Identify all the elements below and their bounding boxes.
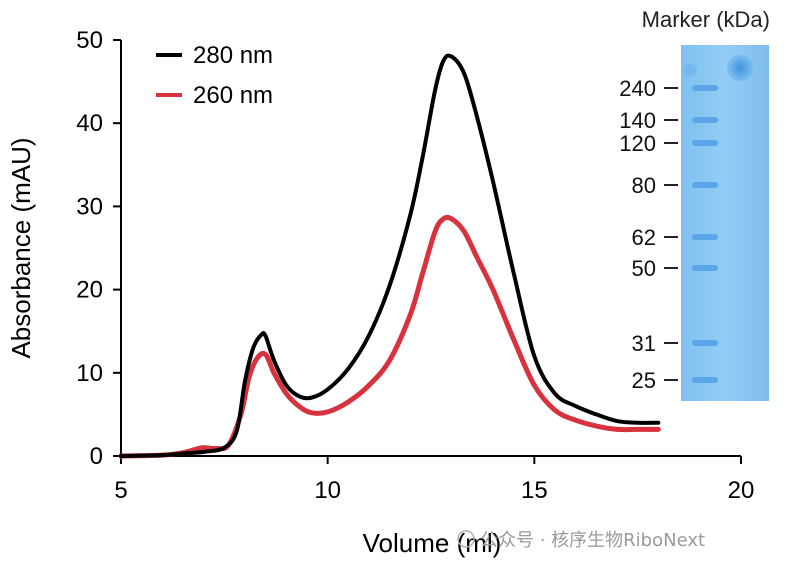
gel-marker-band: [692, 234, 718, 240]
gel-sample-band-shadow: [683, 64, 697, 76]
gel-marker-label: 25: [632, 368, 656, 393]
gel-marker-label: 120: [619, 131, 656, 156]
watermark-text: 公众号 · 核序生物RiboNext: [480, 530, 705, 551]
legend-label-280nm: 280 nm: [193, 42, 273, 69]
legend-label-260nm: 260 nm: [193, 82, 273, 109]
x-tick-label: 15: [521, 477, 548, 504]
gel-marker-band: [692, 377, 718, 383]
y-tick-label: 20: [76, 277, 103, 304]
y-tick-label: 30: [76, 193, 103, 220]
gel-marker-band: [692, 117, 718, 123]
x-tick-label: 20: [728, 477, 755, 504]
watermark: 公众号 · 核序生物RiboNext: [457, 530, 705, 551]
gel-marker-band: [692, 140, 718, 146]
gel-marker-label: 50: [632, 256, 656, 281]
gel-marker-label: 31: [632, 331, 656, 356]
gel-sample-band: [727, 55, 753, 81]
y-tick-label: 0: [90, 443, 103, 470]
legend: 280 nm 260 nm: [156, 42, 273, 109]
gel-image: [681, 45, 769, 401]
x-axis-ticks: 5 10 15 20: [114, 456, 754, 504]
y-tick-label: 50: [76, 27, 103, 54]
gel-title: Marker (kDa): [642, 7, 770, 32]
y-tick-label: 10: [76, 360, 103, 387]
series-line-280nm: [119, 53, 661, 458]
gel-marker-band: [692, 182, 718, 188]
wechat-icon: [457, 530, 475, 548]
gel-marker-label: 240: [619, 76, 656, 101]
gel-marker-band: [692, 85, 718, 91]
gel-marker-band: [692, 340, 718, 346]
series-line-260nm: [118, 214, 661, 459]
series-layer: [118, 53, 661, 459]
y-tick-label: 40: [76, 110, 103, 137]
x-tick-label: 5: [114, 477, 127, 504]
y-axis-ticks: 0 10 20 30 40 50: [76, 27, 121, 470]
x-tick-label: 10: [314, 477, 341, 504]
gel-marker-label: 62: [632, 225, 656, 250]
gel-marker-label: 140: [619, 108, 656, 133]
gel-marker-label: 80: [632, 173, 656, 198]
gel-marker-band: [692, 265, 718, 271]
y-axis-title: Absorbance (mAU): [6, 137, 36, 358]
axes: [120, 40, 741, 457]
x-axis-title: Volume (ml): [363, 528, 502, 558]
